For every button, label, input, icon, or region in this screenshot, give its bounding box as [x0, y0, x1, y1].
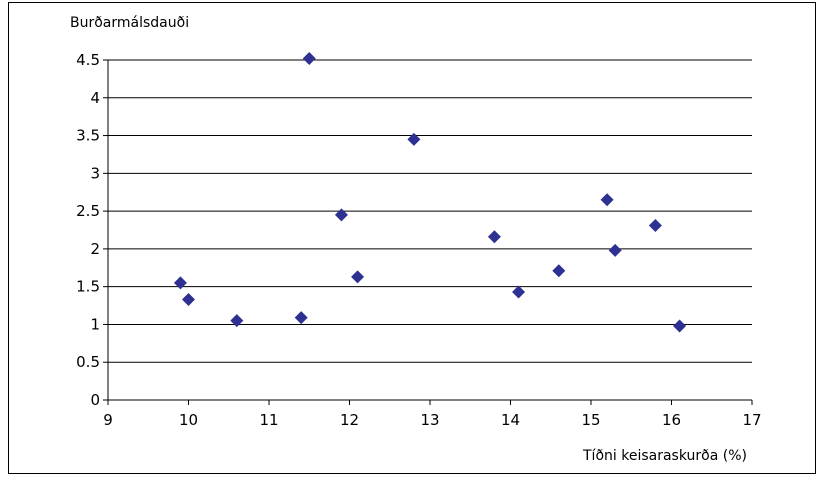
data-point-marker: [673, 319, 687, 333]
x-tick-label: 17: [742, 411, 761, 429]
x-tick-label: 14: [501, 411, 520, 429]
y-tick-label: 2: [90, 240, 100, 258]
data-point-marker: [512, 285, 526, 299]
y-axis-title: Burðarmálsdauði: [70, 15, 189, 31]
data-point-marker: [294, 311, 308, 325]
data-point-marker: [608, 243, 622, 257]
data-point-marker: [334, 208, 348, 222]
x-tick-label: 13: [420, 411, 439, 429]
axes: [103, 59, 753, 405]
data-points: [173, 51, 687, 333]
y-tick-label: 0.5: [76, 353, 100, 371]
y-tick-label: 4: [90, 89, 100, 107]
x-tick-label: 15: [581, 411, 600, 429]
y-tick-label: 1: [90, 315, 100, 333]
data-point-marker: [351, 270, 365, 284]
x-tick-label: 11: [259, 411, 278, 429]
data-point-marker: [302, 51, 316, 65]
chart-frame: [8, 2, 816, 474]
y-tick-label: 3: [90, 164, 100, 182]
data-point-marker: [487, 230, 501, 244]
x-tick-label: 9: [103, 411, 113, 429]
x-axis-title: Tíðni keisaraskurða (%): [582, 448, 747, 464]
data-point-marker: [600, 193, 614, 207]
y-tick-label: 1.5: [76, 278, 100, 296]
data-point-marker: [173, 276, 187, 290]
x-tick-label: 10: [179, 411, 198, 429]
y-tick-label: 0: [90, 391, 100, 409]
data-point-marker: [552, 264, 566, 278]
data-point-marker: [407, 132, 421, 146]
y-tick-label: 3.5: [76, 127, 100, 145]
data-point-marker: [648, 218, 662, 232]
y-tick-labels: 0 0.5 1 1.5 2 2.5 3 3.5 4 4.5: [76, 51, 100, 409]
gridlines: [108, 59, 752, 363]
y-tick-label: 2.5: [76, 202, 100, 220]
x-tick-label: 16: [662, 411, 681, 429]
x-tick-label: 12: [340, 411, 359, 429]
data-point-marker: [182, 293, 195, 307]
data-point-marker: [230, 314, 244, 328]
y-tick-label: 4.5: [76, 51, 100, 69]
x-tick-labels: 9 10 11 12 13 14 15 16 17: [103, 411, 761, 429]
